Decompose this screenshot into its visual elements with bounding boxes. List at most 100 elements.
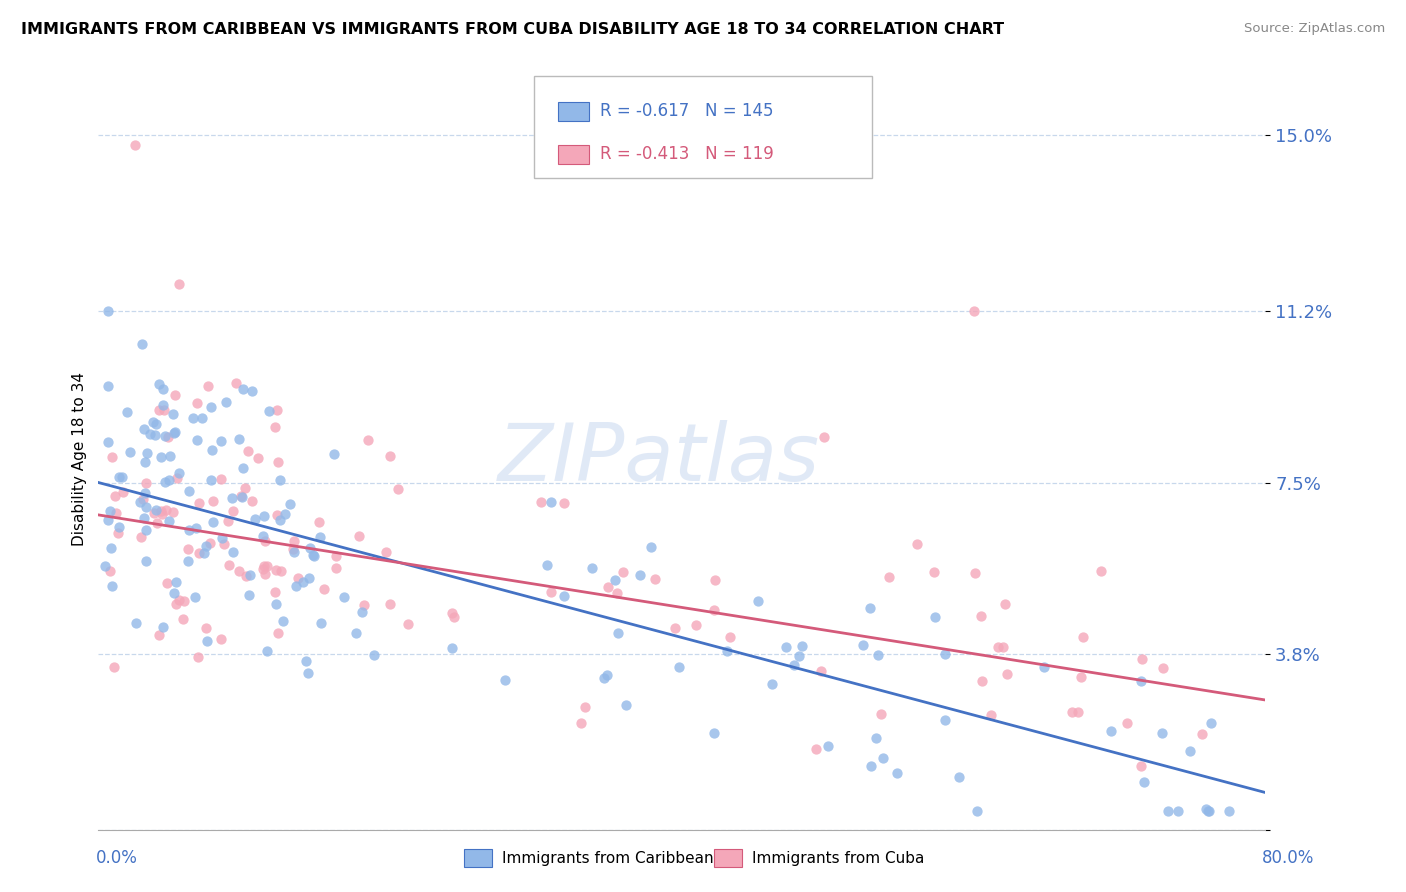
Point (269, 513, 291, 527)
Point (378, 597, 401, 611)
Point (233, 481, 256, 495)
Point (865, 731, 887, 746)
Point (266, 508, 288, 522)
Point (253, 559, 276, 574)
Point (1201, 715, 1223, 730)
Point (193, 546, 215, 560)
Point (987, 640, 1010, 654)
Point (703, 574, 725, 588)
Point (309, 530, 332, 544)
Point (596, 668, 619, 682)
Point (606, 585, 628, 599)
Point (1194, 801, 1216, 815)
Point (644, 572, 666, 586)
Point (640, 540, 662, 554)
Point (1070, 669, 1092, 683)
Point (775, 640, 797, 655)
Point (152, 620, 174, 634)
Point (195, 622, 218, 636)
Point (387, 482, 409, 496)
Point (214, 537, 236, 551)
Point (252, 561, 274, 575)
Point (664, 621, 686, 635)
Point (298, 571, 321, 585)
Point (225, 376, 247, 390)
Point (128, 494, 150, 508)
Point (270, 564, 292, 578)
Point (134, 455, 156, 469)
Point (202, 494, 225, 508)
Point (869, 706, 891, 721)
Point (118, 444, 141, 458)
Point (1152, 661, 1174, 675)
Point (98, 564, 121, 578)
Point (209, 632, 232, 646)
Text: Immigrants from Cuba: Immigrants from Cuba (752, 851, 925, 865)
Point (148, 403, 170, 417)
Point (201, 442, 224, 457)
Point (606, 626, 628, 640)
Point (201, 515, 224, 529)
Point (135, 524, 157, 538)
Point (246, 450, 269, 465)
Point (167, 466, 190, 480)
Point (197, 379, 219, 393)
Point (273, 507, 295, 521)
Point (281, 542, 304, 557)
Point (165, 575, 187, 590)
Text: 0.0%: 0.0% (96, 849, 138, 867)
Point (1129, 674, 1152, 689)
Point (934, 647, 956, 661)
Point (166, 470, 188, 484)
Point (111, 469, 134, 483)
Point (886, 766, 908, 780)
Point (574, 699, 596, 714)
Point (298, 541, 321, 555)
Point (605, 574, 627, 588)
Point (396, 617, 419, 632)
Point (177, 553, 200, 567)
Point (264, 597, 287, 611)
Point (924, 565, 946, 579)
Point (813, 430, 835, 444)
Point (1067, 705, 1090, 719)
Point (553, 496, 575, 510)
Point (1167, 804, 1189, 818)
Point (374, 544, 396, 558)
Point (240, 493, 263, 508)
Point (965, 566, 987, 580)
Point (132, 511, 155, 525)
Point (325, 561, 347, 575)
Point (165, 425, 187, 439)
Point (1198, 804, 1220, 818)
Point (1157, 804, 1180, 818)
Point (283, 533, 305, 548)
Point (232, 461, 254, 475)
Point (308, 516, 330, 530)
Point (150, 504, 173, 518)
Point (612, 565, 634, 579)
Point (877, 570, 900, 584)
Point (211, 472, 233, 486)
Point (761, 677, 783, 691)
Point (266, 402, 288, 417)
Point (134, 422, 156, 436)
Point (142, 415, 165, 429)
Point (716, 644, 738, 658)
Point (240, 384, 263, 399)
Point (1099, 723, 1122, 738)
Text: R = -0.413   N = 119: R = -0.413 N = 119 (600, 145, 775, 163)
Point (94, 559, 117, 574)
Point (222, 504, 245, 518)
Point (235, 569, 257, 583)
Point (948, 770, 970, 784)
Point (314, 582, 336, 596)
Point (1150, 726, 1173, 740)
Point (97, 303, 120, 318)
Point (905, 537, 928, 551)
Point (101, 450, 124, 465)
Point (301, 549, 323, 563)
Point (970, 673, 993, 688)
Point (145, 516, 167, 530)
Point (200, 473, 222, 487)
